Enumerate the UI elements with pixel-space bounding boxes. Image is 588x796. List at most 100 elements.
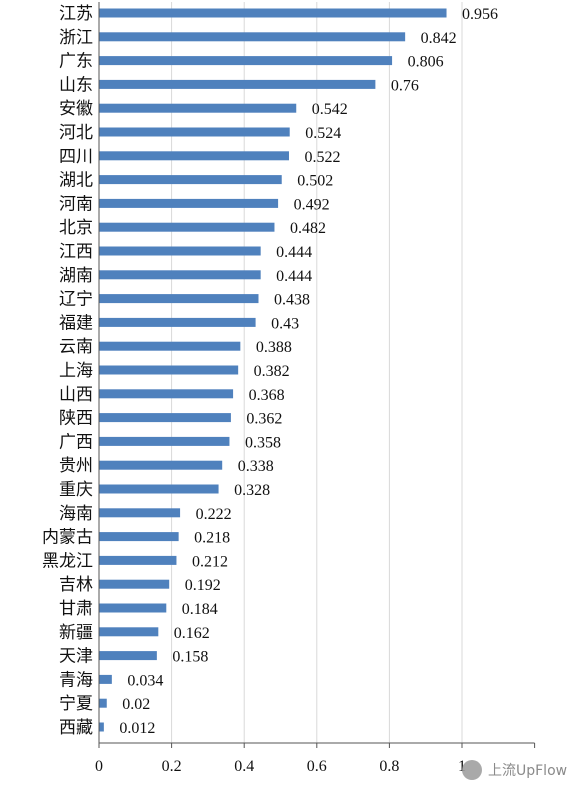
bar [99,222,275,232]
category-label: 河北 [59,123,93,143]
axes [98,2,536,748]
category-label: 江西 [59,242,93,262]
category-label: 四川 [59,147,93,167]
watermark-text: 上流UpFlow [488,763,567,779]
category-label: 山西 [59,385,93,405]
category-label: 海南 [59,504,93,524]
bar [99,56,393,66]
category-label: 上海 [59,361,93,381]
grid-lines [171,2,463,743]
bar [99,436,230,446]
bar [99,270,261,280]
category-label: 安徽 [59,99,93,119]
bar [99,294,259,304]
bar [99,8,447,18]
category-label: 甘肃 [59,599,93,619]
value-label: 0.842 [421,30,457,47]
bar [99,722,104,732]
value-label: 0.438 [274,292,310,309]
bar [99,79,376,89]
bar [99,389,234,399]
x-tick-label: 0.8 [379,758,399,775]
x-tick-label: 1 [458,758,466,775]
category-label: 福建 [59,313,93,333]
bar [99,175,282,185]
labels: 0 0.2 0.4 0.6 0.8 1 江苏 0.956 浙江 0.842 广东 0.806 山东 0.7… [42,4,498,775]
watermark: 上流UpFlow [462,760,567,780]
bar [99,555,177,565]
value-label: 0.806 [408,54,444,71]
value-label: 0.02 [122,696,150,713]
category-label: 湖北 [59,171,93,191]
value-label: 0.492 [294,196,330,213]
category-label: 江苏 [59,4,93,24]
category-label: 广东 [59,52,93,72]
bar [99,460,223,470]
bar [99,341,241,351]
category-label: 广西 [59,432,93,452]
value-label: 0.542 [312,101,348,118]
value-label: 0.502 [297,173,333,190]
bars [99,8,447,732]
bar [99,674,112,684]
category-label: 云南 [59,337,93,357]
value-label: 0.444 [276,268,312,285]
value-label: 0.388 [256,339,292,356]
category-label: 重庆 [59,480,93,500]
category-label: 山东 [59,75,93,95]
category-label: 陕西 [59,409,93,429]
value-label: 0.212 [192,553,228,570]
bar [99,151,289,161]
category-label: 宁夏 [59,694,93,714]
value-label: 0.222 [196,506,232,523]
bar [99,365,239,375]
bar [99,246,261,256]
value-label: 0.524 [305,125,341,142]
value-label: 0.444 [276,244,312,261]
value-label: 0.034 [127,672,163,689]
bar [99,651,157,661]
category-label: 湖南 [59,266,93,286]
x-tick-label: 0 [95,758,103,775]
bar [99,127,290,137]
bar [99,198,279,208]
watermark-logo-icon [462,760,482,780]
category-label: 西藏 [59,718,93,738]
category-label: 浙江 [59,28,93,48]
bar [99,484,219,494]
value-label: 0.358 [245,434,281,451]
value-label: 0.012 [119,720,155,737]
value-label: 0.522 [304,149,340,166]
value-label: 0.43 [271,315,299,332]
bar [99,32,406,42]
bar [99,579,170,589]
category-label: 贵州 [59,456,93,476]
category-label: 黑龙江 [42,551,93,571]
category-label: 内蒙古 [42,528,93,548]
value-label: 0.362 [246,411,282,428]
value-label: 0.482 [290,220,326,237]
bar [99,508,181,518]
bar [99,532,179,542]
value-label: 0.184 [182,601,218,618]
category-label: 河南 [59,194,93,214]
x-tick-label: 0.6 [307,758,327,775]
value-label: 0.76 [391,77,419,94]
category-label: 新疆 [59,623,93,643]
category-label: 辽宁 [59,290,93,310]
value-label: 0.158 [172,649,208,666]
value-label: 0.956 [462,6,498,23]
bar [99,317,256,327]
value-label: 0.328 [234,482,270,499]
category-label: 天津 [59,647,93,667]
bar [99,627,159,637]
value-label: 0.192 [185,577,221,594]
value-label: 0.162 [174,625,210,642]
bar [99,603,167,613]
bar [99,413,231,423]
value-label: 0.368 [249,387,285,404]
value-label: 0.382 [254,363,290,380]
value-label: 0.338 [238,458,274,475]
x-tick-label: 0.2 [162,758,182,775]
